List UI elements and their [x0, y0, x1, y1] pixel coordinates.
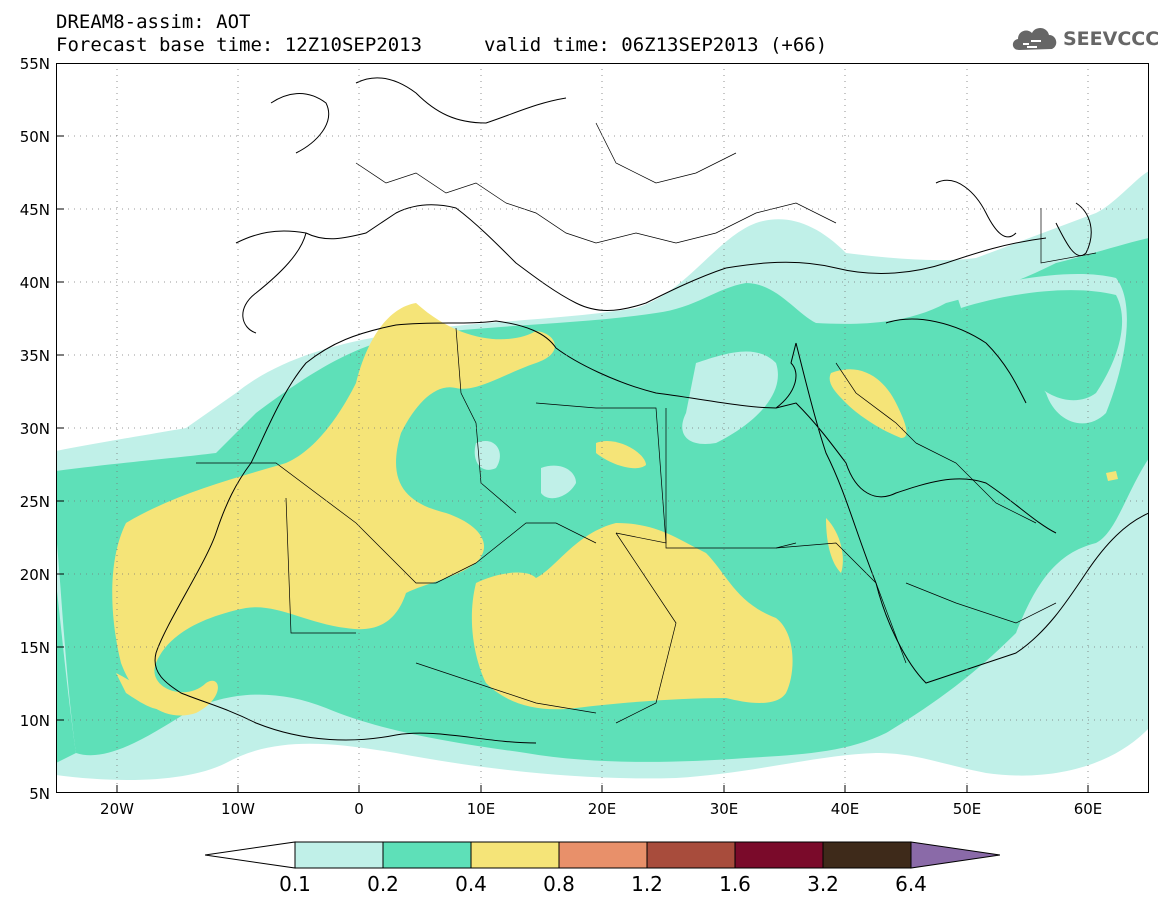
lon-label: 20E — [587, 800, 617, 818]
lat-label: 40N — [19, 274, 50, 292]
lat-label: 30N — [19, 420, 50, 438]
colorbar-swatch — [558, 841, 648, 869]
colorbar-label: 3.2 — [807, 872, 839, 896]
colorbar-label: 0.1 — [279, 872, 311, 896]
colorbar-label: 1.6 — [719, 872, 751, 896]
lat-label: 50N — [19, 128, 50, 146]
lon-label: 10W — [221, 800, 255, 818]
lon-label: 40E — [830, 800, 860, 818]
lon-label: 30E — [709, 800, 739, 818]
logo-text: SEEVCCC — [1063, 28, 1160, 50]
colorbar-swatch — [646, 841, 736, 869]
aot-band-0.4 — [112, 303, 1118, 716]
aot-map — [56, 63, 1149, 793]
colorbar-swatch — [294, 841, 384, 869]
axis-ticks — [56, 135, 1089, 793]
lon-label: 20W — [100, 800, 134, 818]
cloud-icon — [1012, 27, 1057, 50]
colorbar-swatch — [382, 841, 472, 869]
lat-label: 15N — [19, 639, 50, 657]
lat-label: 5N — [29, 785, 50, 803]
colorbar-label: 6.4 — [895, 872, 927, 896]
map-frame — [56, 63, 1149, 793]
colorbar-swatch — [470, 841, 560, 869]
country-borders — [196, 122, 1097, 724]
map-title: DREAM8-assim: AOT — [56, 11, 251, 33]
colorbar-label: 0.4 — [455, 872, 487, 896]
coastlines — [154, 77, 1149, 744]
colorbar-min-arrow — [205, 841, 296, 869]
lat-label: 10N — [19, 712, 50, 730]
colorbar-label: 0.8 — [543, 872, 575, 896]
aot-band-0.2-patch — [961, 290, 1123, 401]
lat-label: 35N — [19, 347, 50, 365]
seevccc-logo: SEEVCCC — [1009, 22, 1159, 58]
graticule — [56, 63, 1149, 793]
lat-label: 55N — [19, 55, 50, 73]
aot-colorbar — [205, 841, 1000, 869]
colorbar-label: 1.2 — [631, 872, 663, 896]
lon-label: 50E — [952, 800, 982, 818]
lat-label: 45N — [19, 201, 50, 219]
lon-label: 60E — [1073, 800, 1103, 818]
lon-label: 10E — [466, 800, 496, 818]
colorbar-swatch — [734, 841, 824, 869]
lon-label: 0 — [354, 800, 364, 818]
colorbar-swatch — [822, 841, 912, 869]
forecast-base-time: Forecast base time: 12Z10SEP2013 — [56, 34, 423, 56]
aot-band-0.2 — [56, 238, 1149, 763]
valid-time: valid time: 06Z13SEP2013 (+66) — [484, 34, 828, 56]
colorbar-label: 0.2 — [367, 872, 399, 896]
lat-label: 20N — [19, 566, 50, 584]
lat-label: 25N — [19, 493, 50, 511]
colorbar-max-arrow — [910, 841, 1000, 869]
